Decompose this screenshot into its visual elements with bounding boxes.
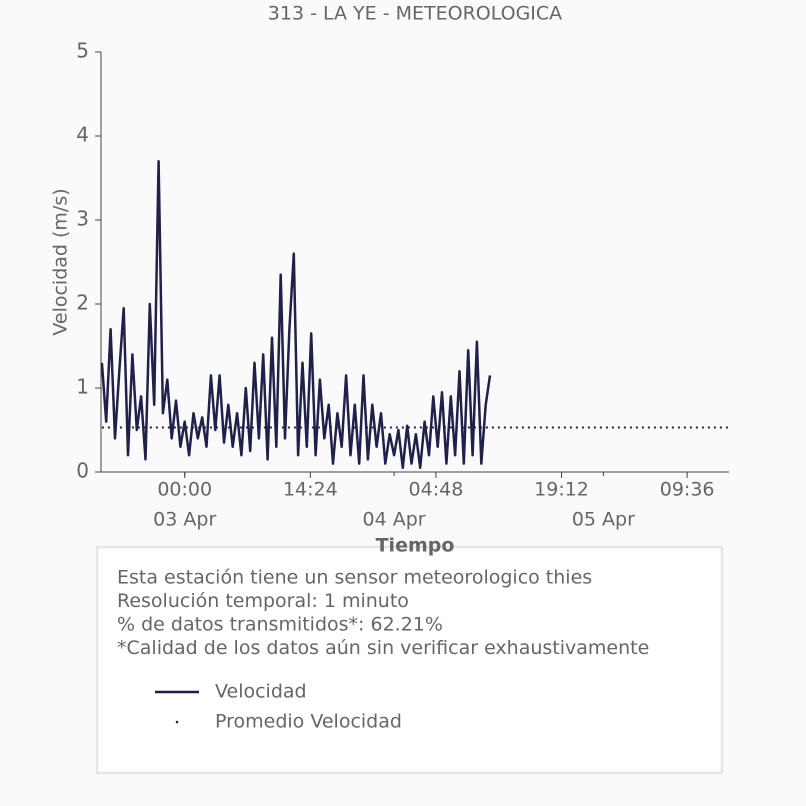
data-line	[100, 159, 492, 470]
x-date-label: 03 Apr	[153, 509, 216, 531]
y-tick-label: 2	[76, 291, 89, 315]
x-tick-label: 00:00	[157, 479, 212, 501]
y-tick-label: 5	[76, 39, 89, 63]
legend-marker	[175, 720, 179, 724]
legend-label: Velocidad	[215, 681, 307, 703]
x-tick-label: 19:12	[534, 479, 589, 501]
x-axis-label: Tiempo	[376, 535, 455, 557]
info-line: Resolución temporal: 1 minuto	[117, 590, 409, 612]
info-line: % de datos transmitidos*: 62.21%	[117, 614, 443, 636]
x-date-label: 05 Apr	[572, 509, 635, 531]
legend-label: Promedio Velocidad	[215, 711, 402, 733]
x-tick-label: 09:36	[660, 479, 715, 501]
y-tick-label: 3	[76, 207, 89, 231]
y-tick-label: 4	[76, 123, 89, 147]
x-tick-label: 04:48	[409, 479, 464, 501]
info-line: Esta estación tiene un sensor meteorolog…	[117, 567, 592, 589]
x-tick-label: 14:24	[283, 479, 338, 501]
y-tick-label: 0	[76, 459, 89, 483]
x-date-label: 04 Apr	[363, 509, 426, 531]
y-axis-label: Velocidad (m/s)	[50, 188, 72, 335]
info-box	[95, 545, 724, 775]
y-tick-label: 1	[76, 375, 89, 399]
info-line: *Calidad de los datos aún sin verificar …	[117, 637, 649, 659]
chart-title: 313 - LA YE - METEOROLOGICA	[268, 3, 562, 25]
